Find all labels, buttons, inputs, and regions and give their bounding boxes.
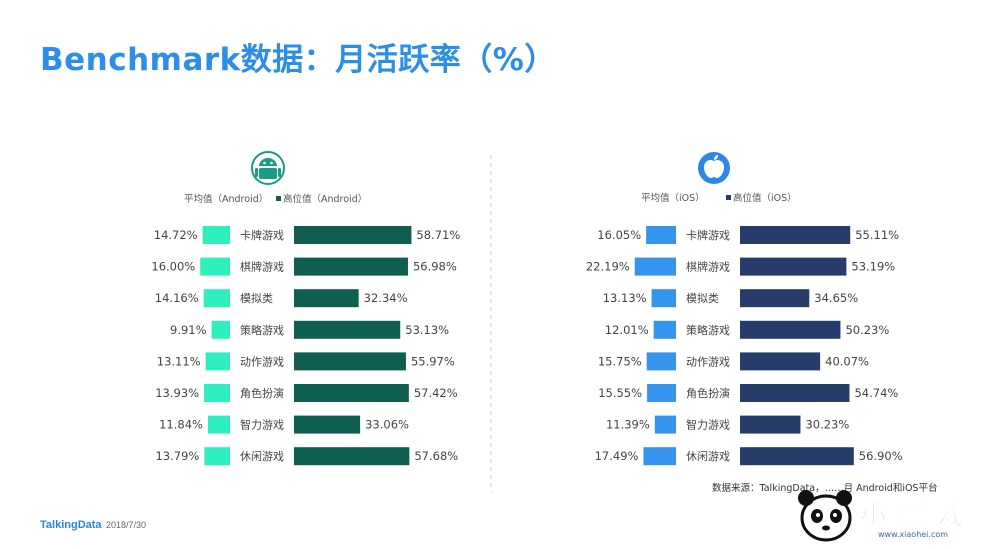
apple-icon <box>698 152 730 184</box>
ios-average-value-label: 13.13% <box>603 291 647 305</box>
footer-date: 2018/7/30 <box>106 520 147 530</box>
android-top-value-label: 32.34% <box>364 291 408 305</box>
android-average-value-label: 14.72% <box>154 228 198 242</box>
android-top-value-label: 58.71% <box>416 228 460 242</box>
ios-legend-swatch-top <box>726 195 731 200</box>
android-top-value-label: 53.13% <box>405 323 449 337</box>
ios-top-value-label: 55.11% <box>855 228 899 242</box>
ios-category-label: 智力游戏 <box>686 418 730 432</box>
android-average-value-label: 9.91% <box>170 323 207 337</box>
android-average-value-label: 13.79% <box>155 449 199 463</box>
ios-top-value-label: 50.23% <box>845 323 889 337</box>
android-average-bar <box>207 415 230 434</box>
android-top-bar <box>294 352 406 371</box>
ios-average-value-label: 11.39% <box>606 418 650 432</box>
ios-top-bar <box>740 352 821 371</box>
ios-average-bar <box>653 320 676 339</box>
watermark-text: 小黑游戏 <box>860 501 964 531</box>
ios-top-value-label: 53.19% <box>851 260 895 274</box>
ios-average-bar <box>646 352 676 371</box>
xiaohei-watermark: 小黑游戏 <box>798 490 965 542</box>
ios-average-value-label: 15.55% <box>598 386 642 400</box>
android-average-bar <box>203 289 230 308</box>
ios-average-value-label: 15.75% <box>598 354 642 368</box>
android-legend-average: 平均值（Android） <box>184 193 268 205</box>
ios-average-bar <box>646 226 676 244</box>
ios-average-bar <box>643 447 676 466</box>
ios-average-bar <box>634 257 676 276</box>
android-top-bar <box>294 226 412 244</box>
ios-legend-top: 高位值（iOS） <box>733 192 797 204</box>
android-top-value-label: 56.98% <box>413 260 457 274</box>
android-category-label: 角色扮演 <box>240 386 284 400</box>
android-category-label: 智力游戏 <box>240 418 284 432</box>
android-average-bar <box>211 320 230 339</box>
android-top-value-label: 33.06% <box>365 418 409 432</box>
android-top-bar <box>294 447 410 466</box>
ios-top-value-label: 30.23% <box>805 418 849 432</box>
ios-category-label: 动作游戏 <box>686 355 730 368</box>
ios-top-value-label: 34.65% <box>814 291 858 305</box>
android-average-value-label: 13.11% <box>157 354 201 368</box>
android-top-value-label: 57.68% <box>414 449 458 463</box>
ios-top-value-label: 54.74% <box>854 386 898 400</box>
android-top-bar <box>294 384 409 402</box>
ios-category-label: 模拟类 <box>686 291 719 305</box>
ios-top-bar <box>740 257 847 276</box>
ios-category-label: 棋牌游戏 <box>686 260 730 274</box>
ios-category-label: 角色扮演 <box>686 386 730 400</box>
ios-average-value-label: 16.05% <box>597 228 641 242</box>
ios-average-value-label: 12.01% <box>605 323 649 337</box>
ios-top-bar <box>740 289 810 308</box>
data-source-note: 数据来源：TalkingData，……月 Android和iOS平台 <box>712 483 938 494</box>
android-average-bar <box>205 352 230 371</box>
android-icon <box>251 151 285 185</box>
android-top-bar <box>294 415 361 434</box>
ios-category-label: 卡牌游戏 <box>686 228 730 242</box>
android-average-value-label: 16.00% <box>151 260 195 274</box>
ios-top-bar <box>740 447 854 466</box>
android-legend-swatch-top <box>276 196 281 201</box>
android-average-value-label: 11.84% <box>159 418 203 432</box>
android-legend-top: 高位值（Android） <box>283 193 367 205</box>
android-category-label: 动作游戏 <box>240 355 284 368</box>
android-category-label: 模拟类 <box>240 291 273 305</box>
panda-mascot-icon <box>798 490 852 542</box>
ios-top-bar <box>740 320 841 339</box>
ios-average-bar <box>647 384 676 402</box>
android-average-value-label: 14.16% <box>155 291 199 305</box>
android-average-value-label: 13.93% <box>155 386 199 400</box>
android-category-label: 策略游戏 <box>240 323 284 337</box>
ios-top-value-label: 56.90% <box>859 449 903 463</box>
ios-category-label: 休闲游戏 <box>686 449 730 463</box>
ios-top-bar <box>740 415 801 434</box>
ios-average-value-label: 17.49% <box>595 449 639 463</box>
android-average-bar <box>204 447 230 466</box>
watermark-url: www.xiaohei.com <box>878 530 949 539</box>
android-top-bar <box>294 320 401 339</box>
android-average-bar <box>204 384 230 402</box>
ios-top-bar <box>740 384 850 402</box>
page-title: Benchmark数据：月活跃率（%） <box>40 42 556 78</box>
android-category-label: 休闲游戏 <box>240 449 284 463</box>
android-average-bar <box>200 257 230 276</box>
android-average-bar <box>202 226 230 244</box>
ios-average-bar <box>654 415 676 434</box>
android-top-bar <box>294 289 359 308</box>
ios-category-label: 策略游戏 <box>686 323 730 337</box>
android-top-value-label: 57.42% <box>414 386 458 400</box>
ios-legend-average: 平均值（iOS） <box>641 192 705 204</box>
ios-top-bar <box>740 226 851 244</box>
ios-average-value-label: 22.19% <box>586 260 630 274</box>
android-top-bar <box>294 257 408 276</box>
android-category-label: 卡牌游戏 <box>240 228 284 242</box>
ios-top-value-label: 40.07% <box>825 354 869 368</box>
android-top-value-label: 55.97% <box>411 354 455 368</box>
android-category-label: 棋牌游戏 <box>240 260 284 274</box>
talkingdata-logo: TalkingData <box>40 519 102 531</box>
ios-average-bar <box>651 289 676 308</box>
